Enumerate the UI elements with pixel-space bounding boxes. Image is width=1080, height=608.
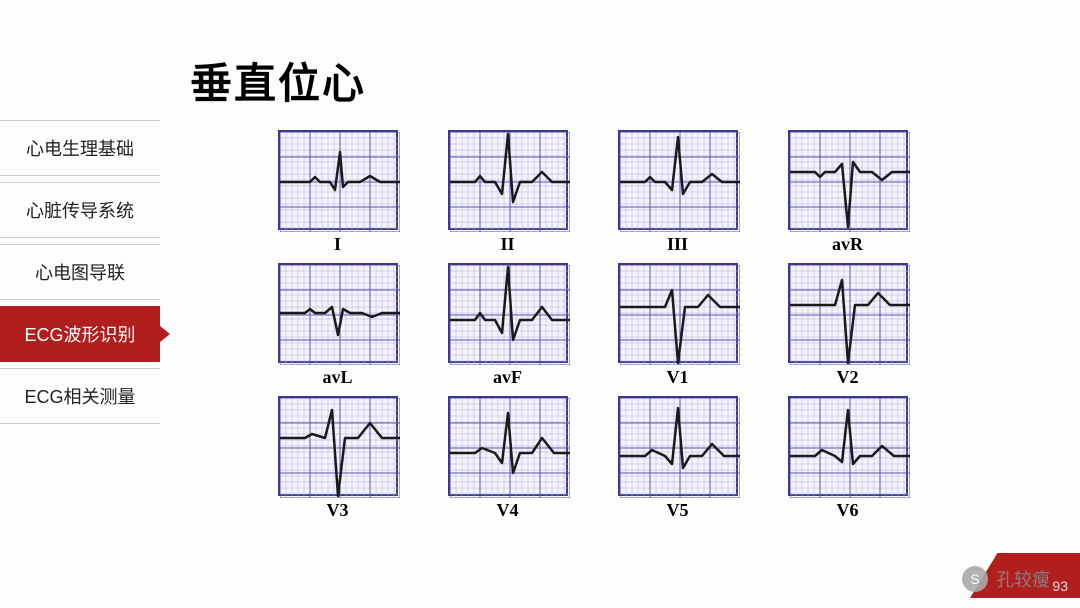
- lead-box-V1: [618, 263, 738, 363]
- lead-box-V6: [788, 396, 908, 496]
- lead-V2: V2: [780, 263, 915, 388]
- lead-box-V4: [448, 396, 568, 496]
- sidebar-item-4[interactable]: ECG相关测量: [0, 368, 160, 424]
- page-title: 垂直位心: [190, 50, 366, 111]
- lead-avF: avF: [440, 263, 575, 388]
- lead-box-I: [278, 130, 398, 230]
- lead-label-V3: V3: [327, 500, 349, 521]
- ecg-lead-grid: I II III avR avL: [270, 130, 915, 521]
- page-number: 93: [1052, 578, 1068, 594]
- lead-label-V6: V6: [837, 500, 859, 521]
- sidebar-item-3[interactable]: ECG波形识别: [0, 306, 160, 362]
- lead-label-avL: avL: [322, 367, 352, 388]
- lead-V6: V6: [780, 396, 915, 521]
- lead-V4: V4: [440, 396, 575, 521]
- lead-V1: V1: [610, 263, 745, 388]
- lead-box-avL: [278, 263, 398, 363]
- lead-label-III: III: [667, 234, 688, 255]
- sidebar-item-2[interactable]: 心电图导联: [0, 244, 160, 300]
- lead-box-avF: [448, 263, 568, 363]
- lead-II: II: [440, 130, 575, 255]
- sidebar-item-1[interactable]: 心脏传导系统: [0, 182, 160, 238]
- lead-label-I: I: [334, 234, 341, 255]
- lead-box-avR: [788, 130, 908, 230]
- lead-label-avF: avF: [493, 367, 522, 388]
- sidebar-nav: 心电生理基础心脏传导系统心电图导联 ECG波形识别 ECG相关测量: [0, 120, 160, 430]
- lead-box-V3: [278, 396, 398, 496]
- lead-label-V5: V5: [667, 500, 689, 521]
- lead-box-III: [618, 130, 738, 230]
- lead-box-V2: [788, 263, 908, 363]
- lead-label-V2: V2: [837, 367, 859, 388]
- watermark: S 孔较瘦: [962, 566, 1050, 592]
- lead-label-II: II: [500, 234, 514, 255]
- lead-V5: V5: [610, 396, 745, 521]
- lead-box-II: [448, 130, 568, 230]
- lead-III: III: [610, 130, 745, 255]
- sidebar-item-0[interactable]: 心电生理基础: [0, 120, 160, 176]
- watermark-text: 孔较瘦: [996, 566, 1050, 592]
- lead-I: I: [270, 130, 405, 255]
- lead-box-V5: [618, 396, 738, 496]
- lead-V3: V3: [270, 396, 405, 521]
- wechat-icon: S: [962, 566, 988, 592]
- lead-label-V4: V4: [497, 500, 519, 521]
- lead-avR: avR: [780, 130, 915, 255]
- lead-label-V1: V1: [667, 367, 689, 388]
- lead-label-avR: avR: [832, 234, 863, 255]
- lead-avL: avL: [270, 263, 405, 388]
